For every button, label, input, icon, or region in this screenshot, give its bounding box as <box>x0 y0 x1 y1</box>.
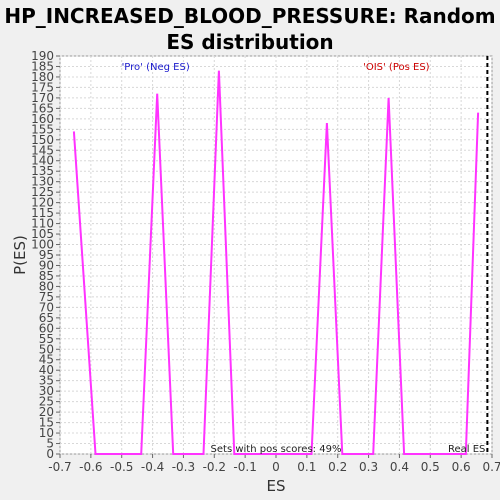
y-tick-label: 120 <box>31 196 54 210</box>
chart-title: HP_INCREASED_BLOOD_PRESSURE: Random ES d… <box>4 4 496 54</box>
y-tick-label: 40 <box>39 363 54 377</box>
series-layer <box>72 70 480 455</box>
y-tick-label: 130 <box>31 175 54 189</box>
y-tick-label: 45 <box>39 353 54 367</box>
x-axis-label: ES <box>267 477 286 495</box>
x-tick-label: 0.5 <box>421 460 440 474</box>
x-tick-label: -0.3 <box>172 460 195 474</box>
y-tick-label: 150 <box>31 133 54 147</box>
y-tick-label: 55 <box>39 332 54 346</box>
y-tick-label: 50 <box>39 342 54 356</box>
y-tick-label: 85 <box>39 269 54 283</box>
y-tick-label: 15 <box>39 416 54 430</box>
neg-es-label: 'Pro' (Neg ES) <box>122 62 190 73</box>
x-tick-label: 0.3 <box>359 460 378 474</box>
pos-scores-label: Sets with pos scores: 49% <box>211 444 342 455</box>
y-tick-label: 25 <box>39 395 54 409</box>
y-tick-label: 185 <box>31 59 54 73</box>
y-tick-label: 175 <box>31 80 54 94</box>
x-tick-label: -0.7 <box>48 460 71 474</box>
series-line <box>72 70 480 455</box>
pos-es-label: 'OIS' (Pos ES) <box>363 62 430 73</box>
y-tick-label: 125 <box>31 185 54 199</box>
y-tick-label: 110 <box>31 217 54 231</box>
y-tick-label: 5 <box>46 437 54 451</box>
y-tick-label: 80 <box>39 279 54 293</box>
y-tick-label: 145 <box>31 143 54 157</box>
y-axis-label: P(ES) <box>11 235 29 275</box>
x-tick-label: -0.6 <box>79 460 102 474</box>
y-tick-label: 90 <box>39 258 54 272</box>
y-tick-label: 190 <box>31 49 54 63</box>
y-tick-label: 115 <box>31 206 54 220</box>
y-tick-label: 75 <box>39 290 54 304</box>
y-tick-label: 170 <box>31 91 54 105</box>
x-tick-label: -0.2 <box>203 460 226 474</box>
y-axis-ticks: 0510152025303540455055606570758085909510… <box>31 49 60 461</box>
real-es-label: Real ES <box>448 444 485 455</box>
y-tick-label: 0 <box>46 447 54 461</box>
y-tick-label: 10 <box>39 426 54 440</box>
y-tick-label: 180 <box>31 70 54 84</box>
x-tick-label: 0 <box>272 460 280 474</box>
y-tick-label: 20 <box>39 405 54 419</box>
x-tick-label: 0.2 <box>328 460 347 474</box>
x-axis-ticks: -0.7 -0.6 -0.5 -0.4 -0.3 -0.2 -0.1 0 0.1 0.2 0.3 0.… <box>48 454 500 474</box>
y-tick-label: 155 <box>31 122 54 136</box>
x-tick-label: 0.7 <box>482 460 500 474</box>
y-tick-label: 165 <box>31 101 54 115</box>
y-tick-label: 135 <box>31 164 54 178</box>
y-tick-label: 105 <box>31 227 54 241</box>
x-tick-label: 0.1 <box>297 460 316 474</box>
y-tick-label: 65 <box>39 311 54 325</box>
y-tick-label: 100 <box>31 238 54 252</box>
y-tick-label: 35 <box>39 374 54 388</box>
y-tick-label: 30 <box>39 384 54 398</box>
x-tick-label: 0.6 <box>452 460 471 474</box>
x-tick-label: -0.4 <box>141 460 164 474</box>
y-tick-label: 140 <box>31 154 54 168</box>
y-tick-label: 160 <box>31 112 54 126</box>
y-tick-label: 95 <box>39 248 54 262</box>
y-tick-label: 60 <box>39 321 54 335</box>
x-tick-label: -0.5 <box>110 460 133 474</box>
x-tick-label: 0.4 <box>390 460 409 474</box>
x-tick-label: -0.1 <box>233 460 256 474</box>
y-tick-label: 70 <box>39 300 54 314</box>
